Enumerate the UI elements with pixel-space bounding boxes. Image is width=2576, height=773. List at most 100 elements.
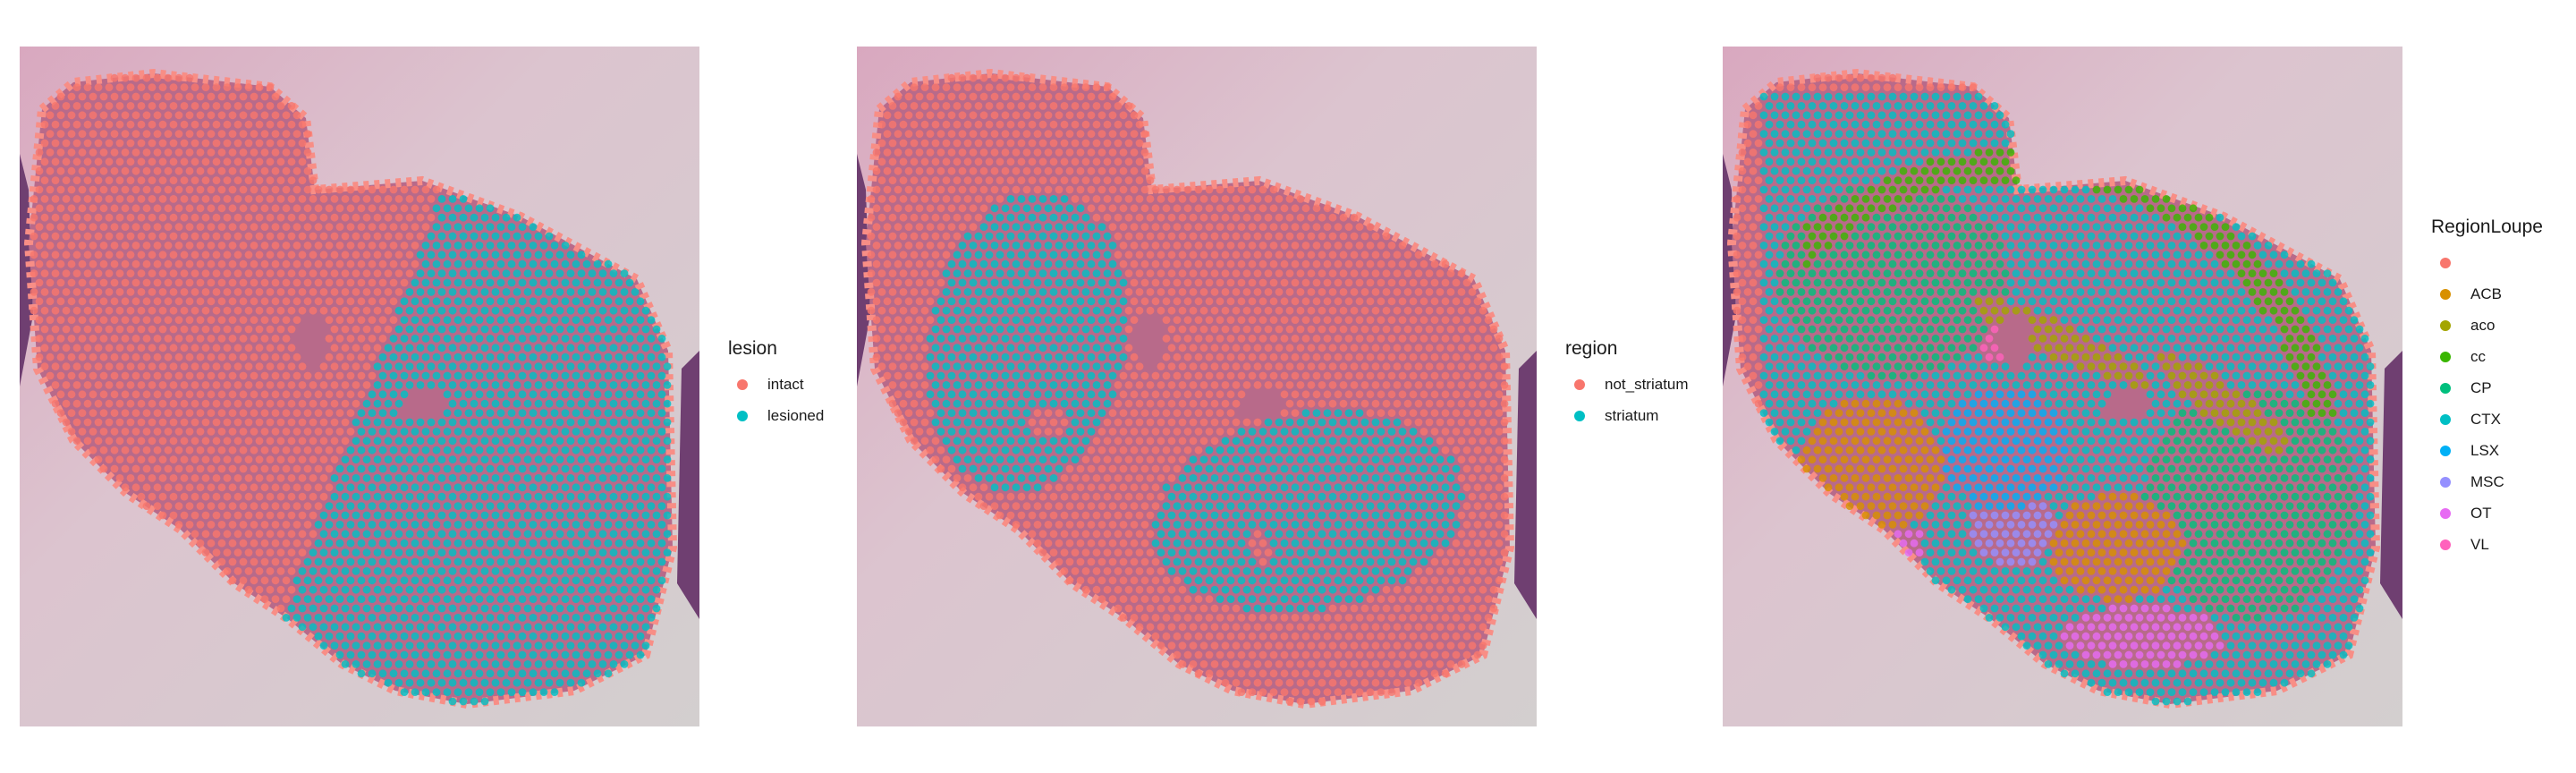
spot: [1076, 166, 1085, 175]
spot: [421, 242, 430, 250]
spot: [577, 325, 586, 334]
spot: [572, 464, 580, 473]
spot: [271, 335, 280, 343]
spot: [1371, 474, 1380, 482]
spot: [1377, 502, 1385, 510]
spot: [480, 325, 489, 334]
spot: [872, 297, 881, 306]
spot: [974, 269, 983, 277]
spot: [223, 530, 232, 539]
spot: [920, 306, 929, 315]
spot: [319, 623, 328, 632]
spot: [561, 557, 570, 566]
spot: [1049, 399, 1058, 408]
spot: [432, 557, 441, 566]
spot: [352, 269, 360, 277]
spot: [1146, 213, 1155, 222]
spot: [244, 157, 253, 166]
spot: [400, 557, 409, 566]
spot: [1033, 92, 1042, 101]
spot: [979, 259, 988, 268]
spot: [1403, 288, 1412, 296]
spot: [1258, 502, 1267, 510]
spot: [470, 492, 479, 501]
legend-key-intact: [737, 378, 748, 390]
spot: [1237, 242, 1246, 250]
spot: [1441, 335, 1450, 343]
spot: [1108, 446, 1117, 454]
spot: [51, 157, 60, 166]
spot: [421, 185, 430, 194]
spot: [657, 353, 666, 361]
spot: [271, 390, 280, 399]
spot: [1248, 185, 1257, 194]
spot: [464, 242, 473, 250]
spot: [443, 650, 452, 659]
spot: [207, 335, 216, 343]
spot: [1248, 242, 1257, 250]
spot: [502, 288, 511, 296]
spot: [389, 278, 398, 287]
spot: [110, 204, 119, 213]
spot: [1012, 390, 1021, 399]
spot: [330, 474, 339, 482]
spot: [239, 539, 248, 548]
spot: [448, 641, 457, 650]
spot: [421, 632, 430, 641]
spot: [459, 213, 468, 222]
spot: [475, 539, 484, 548]
spot: [78, 428, 87, 436]
spot: [561, 483, 570, 492]
spot: [539, 259, 548, 268]
spot: [400, 483, 409, 492]
spot: [529, 242, 538, 250]
spot: [1355, 390, 1364, 399]
spot: [180, 195, 189, 203]
spot: [341, 530, 350, 539]
spot: [437, 325, 446, 334]
spot: [346, 521, 355, 529]
spot: [990, 335, 999, 343]
spot: [233, 306, 242, 315]
spot: [985, 437, 994, 446]
spot: [427, 213, 436, 222]
spot: [330, 344, 339, 353]
spot: [996, 213, 1004, 222]
spot: [1387, 316, 1396, 324]
spot: [228, 185, 237, 194]
spot: [577, 418, 586, 427]
spot: [158, 399, 167, 408]
spot: [105, 232, 114, 241]
spot: [894, 185, 902, 194]
spot: [164, 223, 173, 231]
spot: [1285, 195, 1294, 203]
spot: [201, 213, 210, 222]
spot: [384, 381, 393, 389]
spot: [459, 251, 468, 259]
spot: [1028, 83, 1037, 91]
spot: [255, 455, 264, 463]
spot: [62, 418, 71, 427]
spot: [985, 288, 994, 296]
spot: [330, 362, 339, 370]
spot: [250, 297, 258, 306]
spot: [1012, 259, 1021, 268]
spot: [1495, 390, 1504, 399]
spot: [1108, 242, 1117, 250]
spot: [99, 464, 108, 473]
spot: [1312, 428, 1321, 436]
spot: [486, 557, 495, 566]
spot: [1468, 492, 1477, 501]
spot: [131, 166, 140, 175]
spot: [298, 251, 307, 259]
spot: [346, 409, 355, 417]
spot: [335, 185, 344, 194]
spot: [470, 623, 479, 632]
spot: [1452, 297, 1461, 306]
spot: [1001, 316, 1010, 324]
spot: [394, 325, 403, 334]
spot: [620, 325, 629, 334]
spot: [572, 428, 580, 436]
spot: [534, 232, 543, 241]
spot: [1081, 102, 1090, 110]
